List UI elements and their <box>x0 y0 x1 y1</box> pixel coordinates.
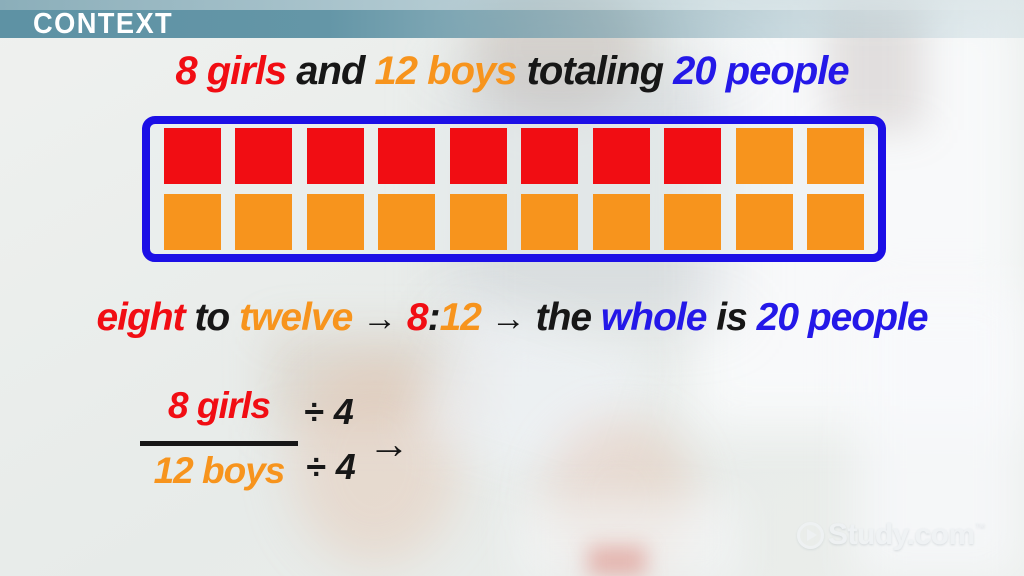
fraction-numerator: 8 girls <box>168 385 271 426</box>
text-segment: 8 <box>406 296 429 339</box>
ratio-grid <box>142 116 886 262</box>
play-circle-icon <box>797 521 824 549</box>
unit-square-orange <box>806 194 864 250</box>
text-segment: the <box>535 296 601 339</box>
arrow-glyph: → <box>481 299 536 338</box>
photo-blob-shirt-lower <box>855 290 1024 576</box>
text-segment: totaling <box>516 49 674 93</box>
unit-square-red <box>378 128 436 184</box>
studycom-logo: Study.com ™ <box>797 520 986 550</box>
fraction-denominator: 12 boys <box>153 450 286 491</box>
headline-ratio-statement: 8 girls and 12 boys totaling 20 people <box>0 49 1024 94</box>
unit-square-red <box>306 128 364 184</box>
trademark-mark: ™ <box>974 522 986 534</box>
text-segment: : <box>427 296 441 339</box>
text-segment: 12 <box>439 296 482 339</box>
text-segment: 8 girls <box>175 49 287 93</box>
text-segment: whole <box>600 296 708 339</box>
text-segment: is <box>706 296 757 339</box>
unit-square-orange <box>235 194 293 250</box>
text-segment: to <box>184 296 240 339</box>
unit-square-orange <box>164 194 221 250</box>
unit-square-red <box>521 128 579 184</box>
unit-square-red <box>592 128 650 184</box>
unit-square-orange <box>306 194 364 250</box>
arrow-glyph: → <box>352 299 407 338</box>
unit-square-red <box>664 128 722 184</box>
fraction-bar <box>140 441 298 446</box>
context-banner: CONTEXT <box>0 8 1024 40</box>
unit-square-orange <box>378 194 436 250</box>
divide-by-four-top: ÷ 4 <box>304 391 354 432</box>
text-segment: twelve <box>239 296 353 339</box>
unit-square-red <box>449 128 507 184</box>
ratio-notation-line: eight to twelve → 8:12 → the whole is 20… <box>0 296 1024 340</box>
unit-square-orange <box>735 128 793 184</box>
result-arrow-icon: → <box>368 420 410 467</box>
photo-blob-girl2-shirt <box>515 498 740 576</box>
banner-top-strip <box>0 0 1024 10</box>
unit-square-orange <box>735 194 793 250</box>
text-segment: and <box>286 49 375 93</box>
play-triangle-icon <box>807 529 817 541</box>
unit-square-red <box>164 128 221 184</box>
text-segment: eight <box>96 296 185 339</box>
text-segment: 20 people <box>756 296 929 339</box>
unit-square-orange <box>806 128 864 184</box>
context-banner-label: CONTEXT <box>33 8 174 40</box>
unit-square-orange <box>664 194 722 250</box>
photo-blob-red-tie <box>588 546 646 576</box>
text-segment: 12 boys <box>374 49 518 93</box>
unit-square-red <box>235 128 293 184</box>
unit-square-orange <box>449 194 507 250</box>
unit-square-orange <box>592 194 650 250</box>
unit-square-orange <box>521 194 579 250</box>
text-segment: 20 people <box>673 49 850 93</box>
studycom-logo-text: Study.com <box>828 518 975 551</box>
divide-by-four-bottom: ÷ 4 <box>306 446 356 487</box>
